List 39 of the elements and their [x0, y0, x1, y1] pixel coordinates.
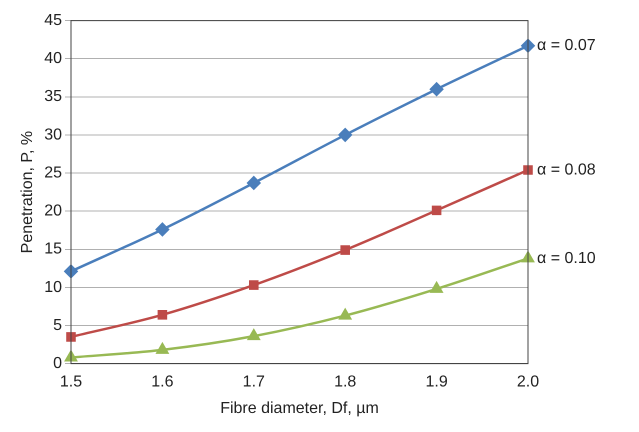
point	[339, 308, 352, 320]
y-tick-label: 40	[44, 50, 62, 68]
point	[66, 332, 76, 342]
point	[156, 222, 170, 236]
point	[247, 176, 261, 190]
point	[432, 206, 442, 216]
point	[248, 329, 260, 340]
y-tick-label: 35	[44, 88, 62, 106]
point	[156, 343, 168, 354]
point	[64, 264, 78, 278]
y-tick-label: 15	[44, 240, 62, 258]
x-tick-label: 1.9	[425, 374, 448, 391]
point	[64, 350, 78, 362]
point	[338, 128, 352, 142]
series-label: α = 0.08	[537, 161, 596, 178]
point	[340, 245, 350, 255]
series-label: α = 0.07	[537, 37, 596, 54]
y-tick-label: 10	[44, 278, 62, 296]
x-axis-title: Fibre diameter, Df, µm	[220, 400, 379, 417]
y-tick-label: 25	[44, 164, 62, 182]
y-axis-title: Penetration, P, %	[19, 130, 36, 254]
x-tick-label: 2.0	[516, 374, 540, 391]
point	[523, 165, 533, 175]
point	[249, 280, 259, 290]
point	[522, 252, 534, 262]
series-label: α = 0.10	[537, 250, 596, 267]
x-tick-label: 1.7	[242, 374, 266, 391]
y-tick-label: 45	[44, 12, 62, 30]
y-tick-label: 0	[53, 355, 62, 372]
point	[430, 82, 444, 96]
x-tick-label: 1.6	[151, 374, 174, 391]
point	[430, 282, 443, 293]
point	[158, 310, 168, 320]
x-tick-label: 1.5	[60, 374, 82, 391]
y-tick-label: 30	[44, 126, 62, 144]
y-tick-label: 5	[53, 316, 62, 334]
point	[521, 39, 535, 53]
y-tick-label: 20	[44, 202, 62, 220]
x-tick-label: 1.8	[334, 374, 356, 391]
